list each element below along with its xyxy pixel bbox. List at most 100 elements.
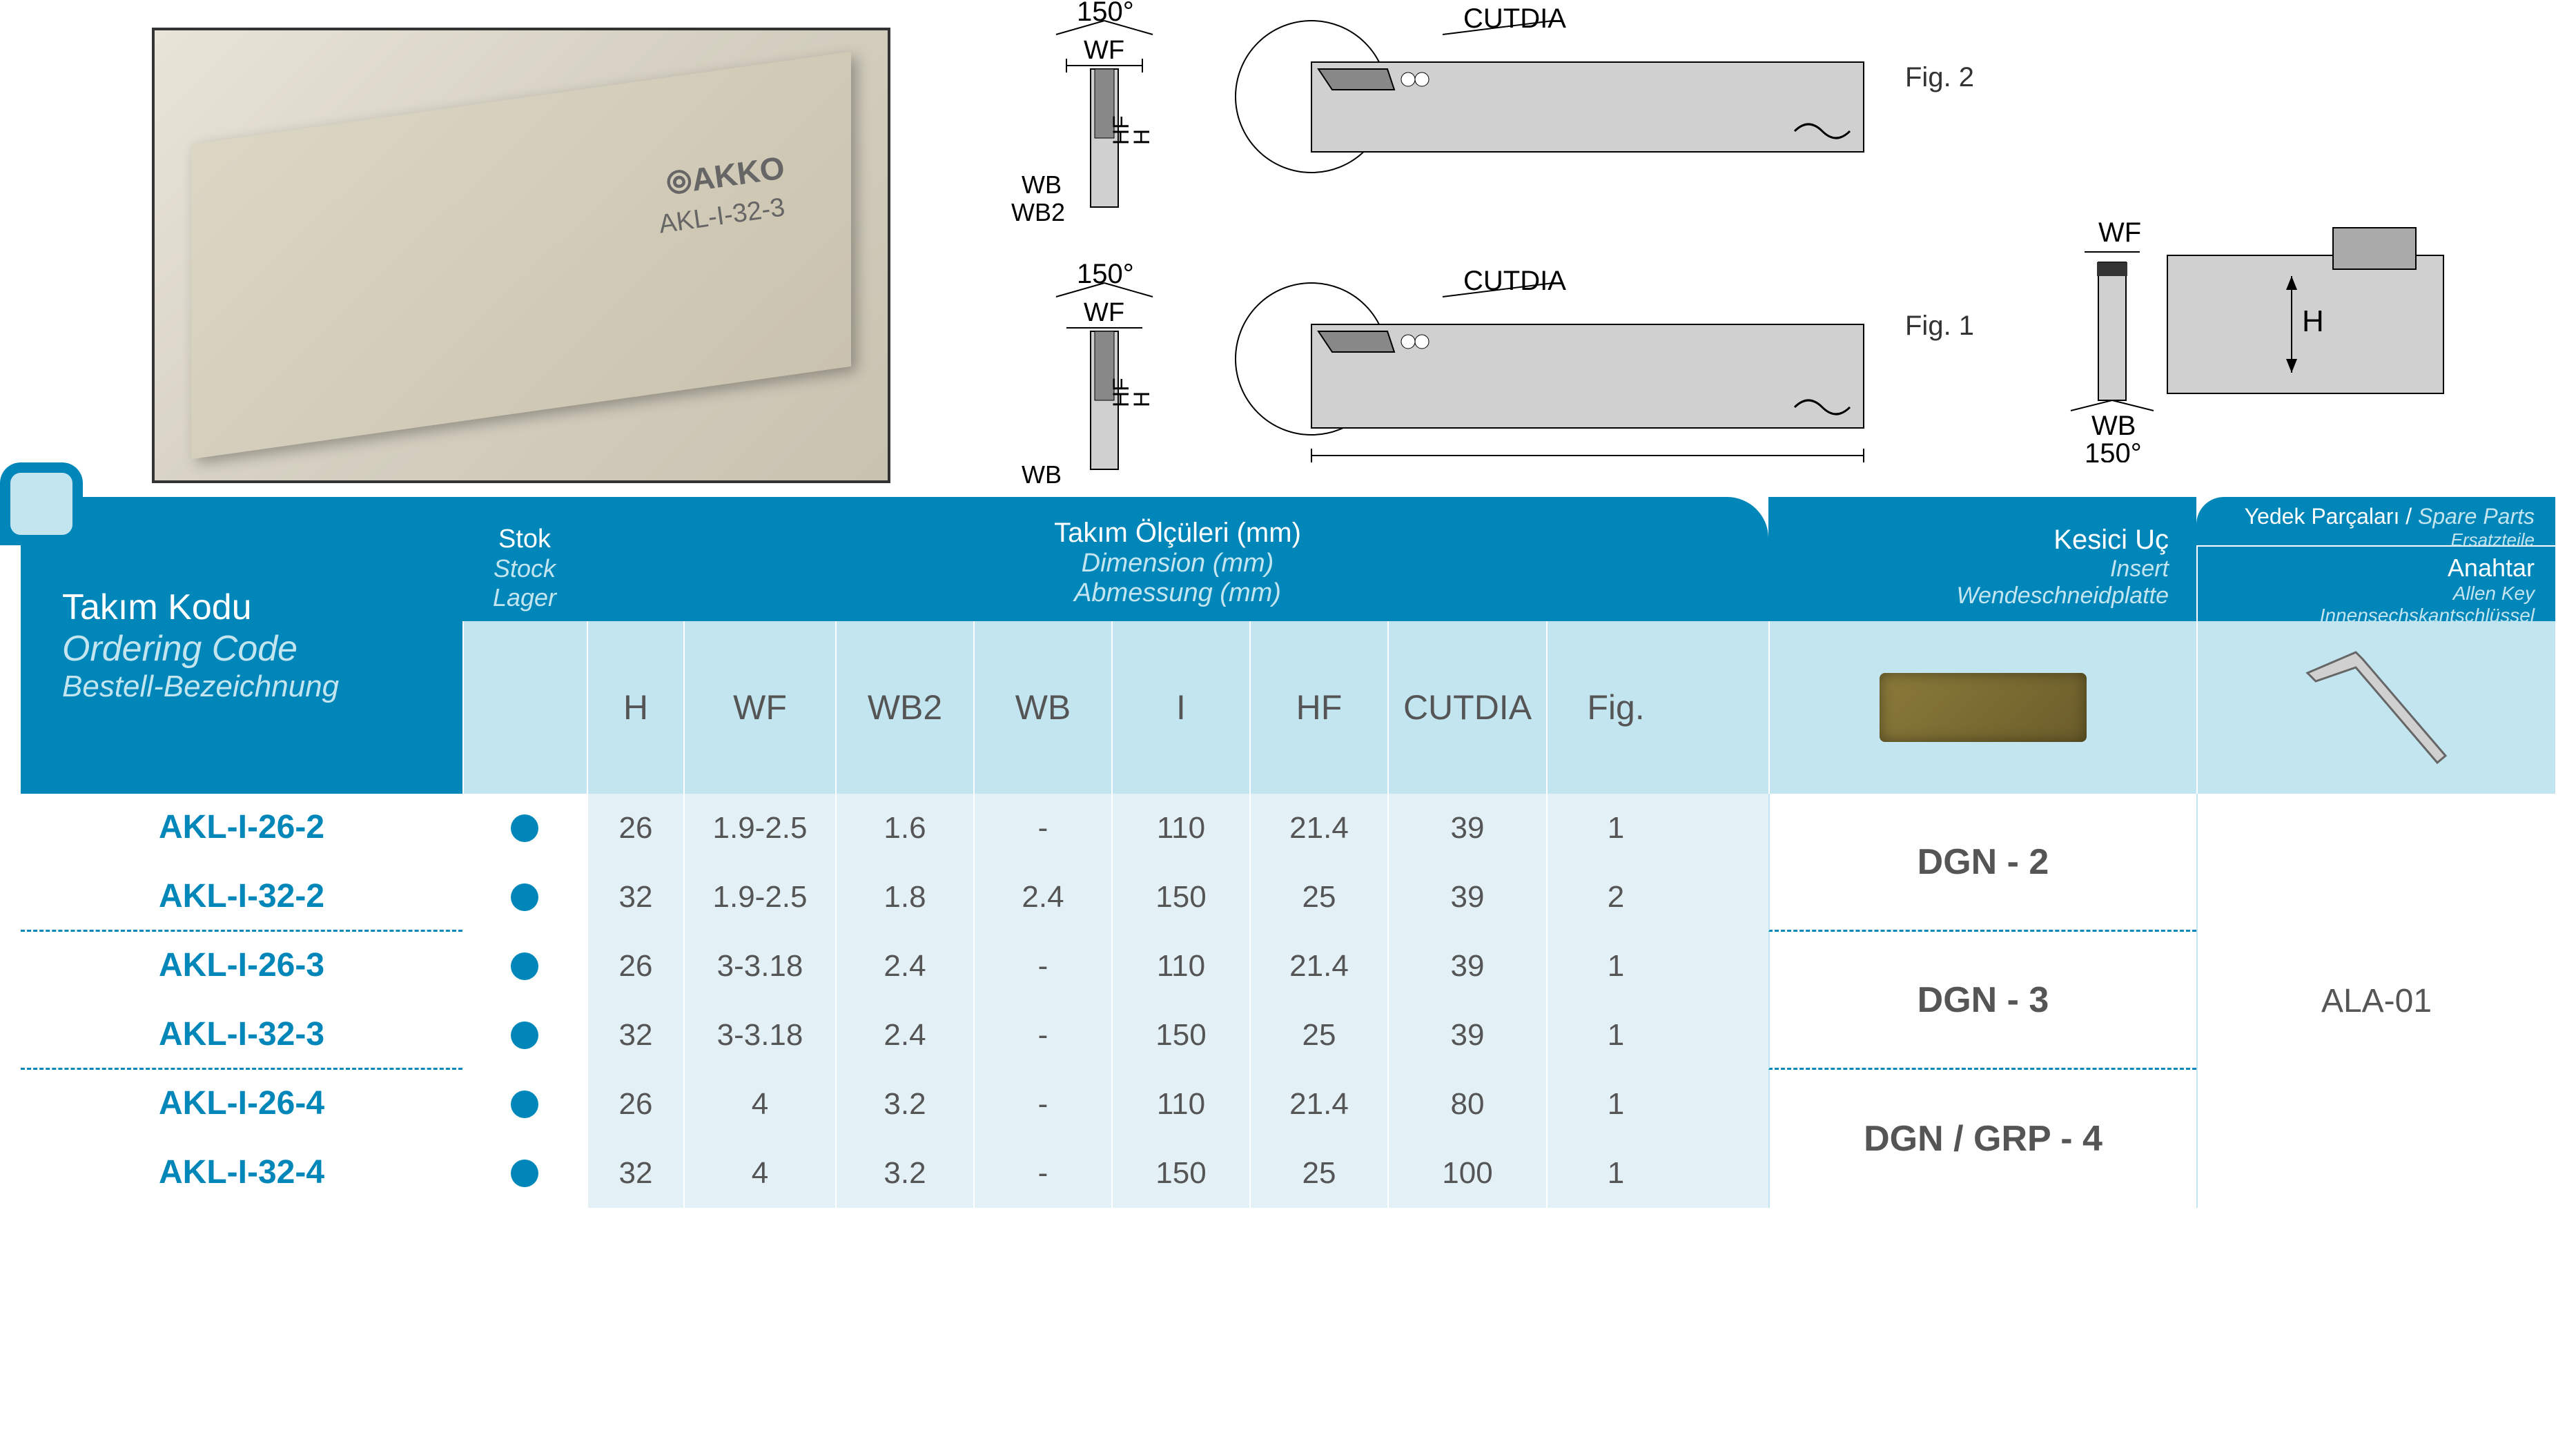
- table-row: 321.9-2.51.82.415025392: [587, 863, 1768, 932]
- allen-key-header: Anahtar Allen Key Innensechskantschlüsse…: [2196, 545, 2555, 621]
- allen-key-code: ALA-01: [2196, 794, 2555, 1208]
- ordering-code-column: Takım Kodu Ordering Code Bestell-Bezeich…: [21, 497, 462, 1208]
- dim-cell-i: 150: [1111, 1139, 1249, 1208]
- fig2-label: Fig. 2: [1905, 62, 1974, 93]
- svg-text:H: H: [1129, 391, 1154, 407]
- spare-parts-column: Yedek Parçaları / Spare Parts Ersatzteil…: [2196, 497, 2555, 1208]
- dim-cell-wb: 2.4: [973, 863, 1111, 932]
- dim-cell-wf: 3-3.18: [683, 1001, 835, 1070]
- dim-cell-h: 32: [587, 1001, 683, 1070]
- dim-cell-wb: -: [973, 1001, 1111, 1070]
- dimensions-column: Takım Ölçüleri (mm) Dimension (mm) Abmes…: [587, 497, 1768, 1208]
- insert-column: Kesici Uç Insert Wendeschneidplatte DGN …: [1768, 497, 2196, 1208]
- dim-cell-cutdia: 39: [1387, 794, 1546, 863]
- dim-cell-cutdia: 39: [1387, 1001, 1546, 1070]
- dim-cell-hf: 21.4: [1249, 794, 1387, 863]
- svg-text:WB: WB: [2091, 411, 2136, 441]
- dim-cell-h: 32: [587, 863, 683, 932]
- table-row: 323-3.182.4-15025391: [587, 1001, 1768, 1070]
- top-section: ⦾AKKO AKL-I-32-3 150° WF HF H WB WB2 CUT…: [0, 0, 2576, 497]
- insert-chip-image: [1768, 621, 2196, 794]
- stock-dot: [462, 932, 587, 1001]
- allen-key-icon: [2196, 621, 2555, 794]
- svg-text:150°: 150°: [1077, 262, 1134, 289]
- dim-cell-wb2: 2.4: [835, 932, 973, 1001]
- stock-dot: [462, 1001, 587, 1070]
- svg-text:H: H: [2302, 304, 2324, 338]
- dimensions-header: Takım Ölçüleri (mm) Dimension (mm) Abmes…: [587, 497, 1768, 621]
- dim-cell-cutdia: 80: [1387, 1070, 1546, 1139]
- dim-cell-i: 110: [1111, 794, 1249, 863]
- dim-cell-wf: 4: [683, 1139, 835, 1208]
- dim-cell-hf: 25: [1249, 1139, 1387, 1208]
- table-row: 263-3.182.4-11021.4391: [587, 932, 1768, 1001]
- dim-cell-cutdia: 39: [1387, 932, 1546, 1001]
- dim-cell-h: 26: [587, 794, 683, 863]
- stock-column: Stok Stock Lager: [462, 497, 587, 1208]
- dim-cell-wb: -: [973, 932, 1111, 1001]
- dim-cell-fig: 1: [1546, 1001, 1684, 1070]
- svg-text:150°: 150°: [2085, 438, 2142, 462]
- dim-cell-cutdia: 39: [1387, 863, 1546, 932]
- dim-cell-cutdia: 100: [1387, 1139, 1546, 1208]
- dim-cell-wf: 1.9-2.5: [683, 863, 835, 932]
- dimensions-body: 261.9-2.51.6-11021.4391321.9-2.51.82.415…: [587, 794, 1768, 1208]
- svg-text:WF: WF: [2098, 217, 2141, 248]
- dim-cell-h: 26: [587, 932, 683, 1001]
- stock-dot: [462, 1139, 587, 1208]
- code-cell: AKL-I-32-3: [21, 1001, 462, 1070]
- dim-cell-i: 110: [1111, 1070, 1249, 1139]
- dim-cell-hf: 25: [1249, 1001, 1387, 1070]
- code-cell: AKL-I-26-2: [21, 794, 462, 863]
- stock-dot: [462, 1070, 587, 1139]
- dim-cell-wf: 3-3.18: [683, 932, 835, 1001]
- svg-text:H: H: [1129, 129, 1154, 145]
- svg-text:WF: WF: [1084, 36, 1124, 65]
- dim-cell-fig: 1: [1546, 1070, 1684, 1139]
- dim-cell-wb2: 1.8: [835, 863, 973, 932]
- table-row: 261.9-2.51.6-11021.4391: [587, 794, 1768, 863]
- dim-cell-wf: 1.9-2.5: [683, 794, 835, 863]
- dim-cell-fig: 1: [1546, 1139, 1684, 1208]
- dim-cell-wb2: 2.4: [835, 1001, 973, 1070]
- spec-table: Takım Kodu Ordering Code Bestell-Bezeich…: [0, 497, 2576, 1208]
- dim-cell-wb: -: [973, 794, 1111, 863]
- dim-cell-wb: -: [973, 1139, 1111, 1208]
- dim-cell-h: 32: [587, 1139, 683, 1208]
- code-cell: AKL-I-26-4: [21, 1070, 462, 1139]
- dim-cell-hf: 21.4: [1249, 932, 1387, 1001]
- dim-cell-i: 150: [1111, 1001, 1249, 1070]
- code-cell: AKL-I-32-4: [21, 1139, 462, 1208]
- svg-text:WB: WB: [1022, 460, 1062, 489]
- code-cell: AKL-I-26-3: [21, 932, 462, 1001]
- dim-cell-wb2: 3.2: [835, 1070, 973, 1139]
- ordering-code-header: Takım Kodu Ordering Code Bestell-Bezeich…: [21, 497, 462, 794]
- dim-cell-wb2: 3.2: [835, 1139, 973, 1208]
- code-cell: AKL-I-32-2: [21, 863, 462, 932]
- insert-code: DGN / GRP - 4: [1768, 1070, 2196, 1208]
- dim-cell-h: 26: [587, 1070, 683, 1139]
- technical-diagrams: 150° WF HF H WB WB2 CUTDIA Fig. 2: [980, 0, 2568, 497]
- stock-dot: [462, 794, 587, 863]
- svg-text:WB2: WB2: [1011, 198, 1065, 226]
- dim-cell-fig: 1: [1546, 794, 1684, 863]
- table-row: 3243.2-150251001: [587, 1139, 1768, 1208]
- dim-cell-hf: 21.4: [1249, 1070, 1387, 1139]
- svg-text:WB: WB: [1022, 170, 1062, 199]
- svg-text:WF: WF: [1084, 298, 1124, 327]
- dim-cell-fig: 1: [1546, 932, 1684, 1001]
- insert-code: DGN - 3: [1768, 932, 2196, 1070]
- dim-cell-fig: 2: [1546, 863, 1684, 932]
- angle-label: 150°: [1077, 0, 1134, 27]
- stock-header: Stok Stock Lager: [462, 497, 587, 621]
- dim-cell-wb: -: [973, 1070, 1111, 1139]
- product-photo: ⦾AKKO AKL-I-32-3: [152, 28, 890, 483]
- spare-parts-header: Yedek Parçaları / Spare Parts Ersatzteil…: [2196, 497, 2555, 545]
- dimension-subheaders: H WF WB2 WB I HF CUTDIA Fig.: [587, 621, 1768, 794]
- dim-cell-wf: 4: [683, 1070, 835, 1139]
- dim-cell-hf: 25: [1249, 863, 1387, 932]
- dim-cell-i: 110: [1111, 932, 1249, 1001]
- insert-code: DGN - 2: [1768, 794, 2196, 932]
- stock-dot: [462, 863, 587, 932]
- fig1-label: Fig. 1: [1905, 311, 1974, 342]
